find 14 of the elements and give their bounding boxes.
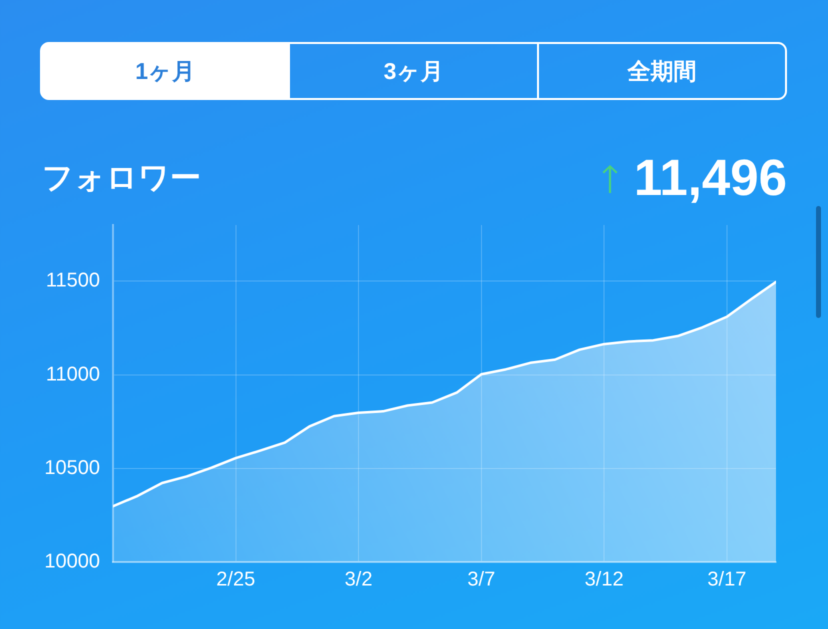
text: 全期間 [627, 56, 696, 86]
x-tick-label: 2/25 [216, 568, 256, 591]
y-tick-label: 11500 [46, 270, 100, 292]
text: 1ヶ月 [135, 56, 196, 86]
y-tick-label: 10000 [44, 550, 100, 573]
x-tick-label: 3/17 [707, 568, 746, 591]
y-tick-label: 10500 [44, 456, 100, 479]
x-tick-label: 3/2 [344, 568, 372, 591]
y-tick-label: 11000 [46, 363, 100, 386]
chart-title: フォロワー [42, 159, 201, 197]
x-tick-label: 3/12 [584, 568, 624, 591]
text: 3ヶ月 [384, 56, 444, 86]
text: 11,496 [634, 148, 787, 208]
x-tick-label: 3/7 [467, 568, 496, 591]
